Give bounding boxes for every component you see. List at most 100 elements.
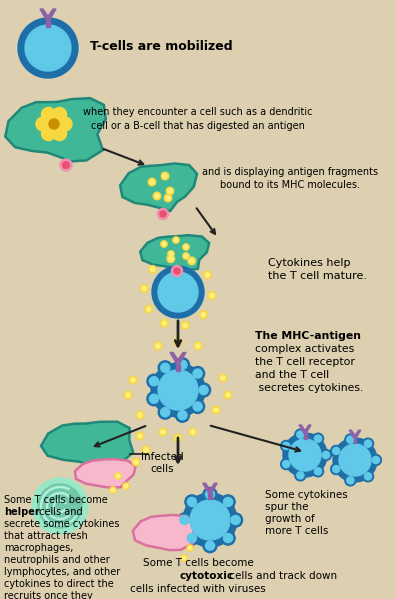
Circle shape	[184, 245, 188, 249]
Circle shape	[312, 433, 324, 444]
Text: helper: helper	[4, 507, 40, 517]
Circle shape	[169, 257, 173, 261]
Circle shape	[163, 174, 167, 178]
Circle shape	[333, 465, 340, 473]
Circle shape	[183, 244, 189, 250]
Text: more T cells: more T cells	[265, 526, 328, 536]
Circle shape	[38, 484, 82, 528]
Text: cytotoxic: cytotoxic	[180, 571, 234, 581]
Circle shape	[187, 534, 196, 543]
Circle shape	[138, 413, 142, 417]
Circle shape	[129, 376, 137, 384]
Text: bound to its MHC molecules.: bound to its MHC molecules.	[220, 180, 360, 190]
Text: Some cytokines: Some cytokines	[265, 490, 348, 500]
Circle shape	[214, 408, 218, 412]
Polygon shape	[208, 493, 212, 500]
Circle shape	[283, 442, 290, 449]
Circle shape	[224, 534, 233, 543]
Text: cell or a B-cell that has digested an antigen: cell or a B-cell that has digested an an…	[91, 121, 305, 131]
Circle shape	[115, 473, 121, 479]
Polygon shape	[203, 483, 210, 493]
Text: that attract fresh: that attract fresh	[4, 531, 88, 541]
Circle shape	[136, 411, 144, 419]
Text: Some T cells become: Some T cells become	[4, 495, 108, 505]
Circle shape	[53, 107, 67, 122]
Circle shape	[312, 466, 324, 477]
Circle shape	[194, 342, 202, 350]
Circle shape	[193, 402, 202, 411]
Circle shape	[210, 294, 214, 298]
Text: complex activates: complex activates	[255, 344, 354, 354]
Polygon shape	[170, 352, 179, 364]
Circle shape	[370, 455, 381, 465]
Circle shape	[189, 428, 197, 436]
Polygon shape	[299, 425, 305, 433]
Polygon shape	[354, 438, 356, 443]
Circle shape	[158, 361, 172, 375]
Circle shape	[231, 516, 240, 525]
Polygon shape	[209, 483, 217, 493]
Circle shape	[161, 172, 169, 180]
Circle shape	[150, 267, 155, 271]
Text: cells and track down: cells and track down	[226, 571, 337, 581]
Text: Infected
cells: Infected cells	[141, 452, 183, 474]
Circle shape	[18, 18, 78, 78]
Circle shape	[297, 431, 304, 438]
Circle shape	[161, 430, 165, 434]
Circle shape	[224, 497, 233, 506]
Text: Some T cells become: Some T cells become	[143, 558, 253, 568]
Circle shape	[150, 180, 154, 184]
Polygon shape	[40, 9, 48, 20]
Circle shape	[147, 392, 161, 406]
Circle shape	[221, 495, 235, 509]
Circle shape	[154, 342, 162, 350]
Circle shape	[204, 271, 211, 279]
Circle shape	[295, 429, 306, 440]
Circle shape	[156, 344, 160, 348]
Circle shape	[190, 400, 205, 413]
Circle shape	[174, 268, 180, 274]
Circle shape	[199, 385, 208, 395]
Polygon shape	[48, 9, 56, 20]
Circle shape	[131, 378, 135, 382]
Circle shape	[116, 474, 120, 478]
Circle shape	[200, 311, 207, 319]
Text: and is displaying antigen fragments: and is displaying antigen fragments	[202, 167, 378, 177]
Polygon shape	[5, 98, 106, 161]
Circle shape	[144, 448, 148, 452]
Circle shape	[314, 468, 322, 475]
Circle shape	[110, 487, 116, 493]
Circle shape	[132, 458, 140, 466]
Circle shape	[124, 484, 128, 488]
Circle shape	[158, 370, 198, 410]
Circle shape	[187, 497, 196, 506]
Circle shape	[158, 208, 169, 219]
Circle shape	[322, 452, 329, 459]
Circle shape	[136, 432, 144, 440]
Circle shape	[123, 483, 129, 489]
Polygon shape	[355, 430, 361, 438]
Circle shape	[297, 472, 304, 479]
Circle shape	[167, 255, 175, 262]
Circle shape	[364, 440, 371, 447]
Circle shape	[345, 434, 356, 445]
Circle shape	[228, 513, 243, 527]
Circle shape	[182, 556, 186, 559]
Circle shape	[162, 321, 166, 325]
Text: spur the: spur the	[265, 502, 308, 512]
Text: the T cell receptor: the T cell receptor	[255, 357, 355, 367]
Circle shape	[212, 406, 220, 414]
Circle shape	[226, 393, 230, 397]
Circle shape	[191, 430, 195, 434]
Circle shape	[178, 411, 187, 420]
Circle shape	[362, 471, 373, 482]
Circle shape	[188, 257, 196, 265]
Circle shape	[148, 178, 156, 186]
Text: cells infected with viruses: cells infected with viruses	[130, 584, 266, 594]
Circle shape	[185, 495, 199, 509]
Circle shape	[364, 473, 371, 480]
Circle shape	[32, 478, 88, 534]
Text: the T cell mature.: the T cell mature.	[268, 271, 367, 281]
Circle shape	[339, 444, 371, 476]
Circle shape	[149, 265, 156, 273]
